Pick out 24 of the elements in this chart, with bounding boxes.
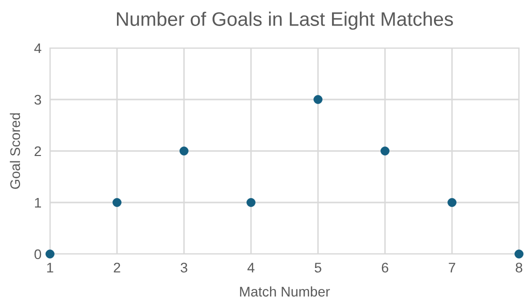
point bbox=[180, 146, 188, 156]
x-tick-label: 6 bbox=[382, 262, 388, 273]
x-tick-label: 5 bbox=[314, 262, 322, 273]
point bbox=[514, 250, 524, 258]
point bbox=[314, 95, 322, 104]
point bbox=[448, 198, 456, 207]
y-tick-label: 0 bbox=[34, 249, 42, 260]
point bbox=[112, 198, 122, 207]
point bbox=[380, 146, 390, 156]
point bbox=[246, 198, 256, 207]
x-tick-label: 2 bbox=[114, 262, 120, 272]
x-tick-label: 1 bbox=[47, 262, 54, 272]
x-tick-label: 8 bbox=[516, 262, 522, 273]
chart-title: Number of Goals in Last Eight Matches bbox=[116, 12, 453, 30]
y-tick-label: 3 bbox=[34, 94, 42, 105]
y-axis-title: Goal Scored bbox=[10, 113, 20, 189]
y-tick-label: 2 bbox=[34, 146, 41, 156]
x-tick-label: 7 bbox=[448, 262, 456, 272]
y-tick-label: 4 bbox=[34, 43, 42, 54]
x-tick-label: 4 bbox=[247, 262, 254, 272]
x-tick-label: 3 bbox=[180, 262, 188, 273]
y-tick-label: 1 bbox=[35, 198, 41, 208]
point bbox=[46, 250, 54, 258]
x-axis-title: Match Number bbox=[240, 286, 330, 297]
